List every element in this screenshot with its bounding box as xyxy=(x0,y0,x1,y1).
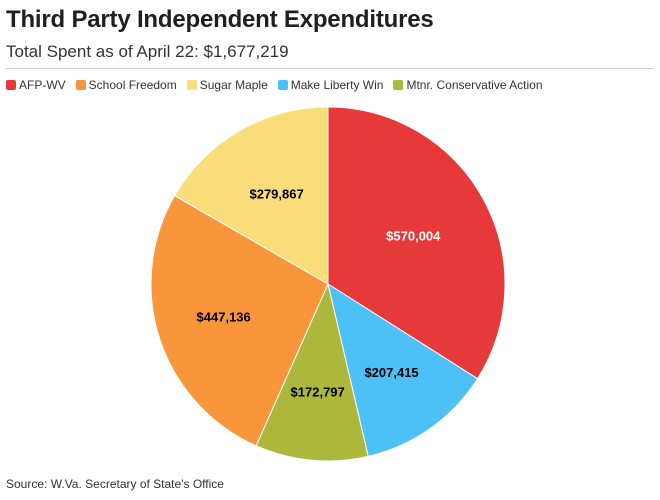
legend-label: School Freedom xyxy=(88,78,177,92)
chart-title: Third Party Independent Expenditures xyxy=(6,6,434,33)
slice-value-label: $172,797 xyxy=(291,385,345,400)
legend-swatch xyxy=(277,80,288,90)
pie-chart: $570,004 $207,415 $172,797 $447,136 $279,867 xyxy=(150,106,506,462)
slice-value-label: $447,136 xyxy=(197,309,251,324)
slice-value-label: $207,415 xyxy=(364,365,418,380)
legend-item: Make Liberty Win xyxy=(277,78,384,92)
pie-slice xyxy=(173,106,329,285)
pie-slice xyxy=(255,282,369,462)
legend-label: AFP-WV xyxy=(19,78,66,92)
legend-swatch xyxy=(186,80,197,90)
pie-slice xyxy=(327,106,506,380)
slice-value-label: $279,867 xyxy=(249,187,303,202)
legend: AFP-WV School Freedom Sugar Maple Make Libe… xyxy=(6,78,553,92)
legend-label: Mtnr. Conservative Action xyxy=(406,78,543,92)
slice-value-label: $570,004 xyxy=(386,228,441,243)
legend-label: Sugar Maple xyxy=(199,78,268,92)
legend-swatch xyxy=(6,80,16,90)
pie-slice xyxy=(327,282,479,457)
legend-label: Make Liberty Win xyxy=(290,78,384,92)
legend-swatch xyxy=(75,80,86,90)
legend-item: Mtnr. Conservative Action xyxy=(393,78,543,92)
legend-item: Sugar Maple xyxy=(186,78,268,92)
legend-item: AFP-WV xyxy=(6,78,66,92)
legend-item: School Freedom xyxy=(75,78,177,92)
chart-subtitle: Total Spent as of April 22: $1,677,219 xyxy=(6,42,289,61)
source-note: Source: W.Va. Secretary of State's Offic… xyxy=(6,477,224,491)
divider xyxy=(6,68,654,69)
pie-slice xyxy=(150,195,329,447)
legend-swatch xyxy=(393,80,404,90)
